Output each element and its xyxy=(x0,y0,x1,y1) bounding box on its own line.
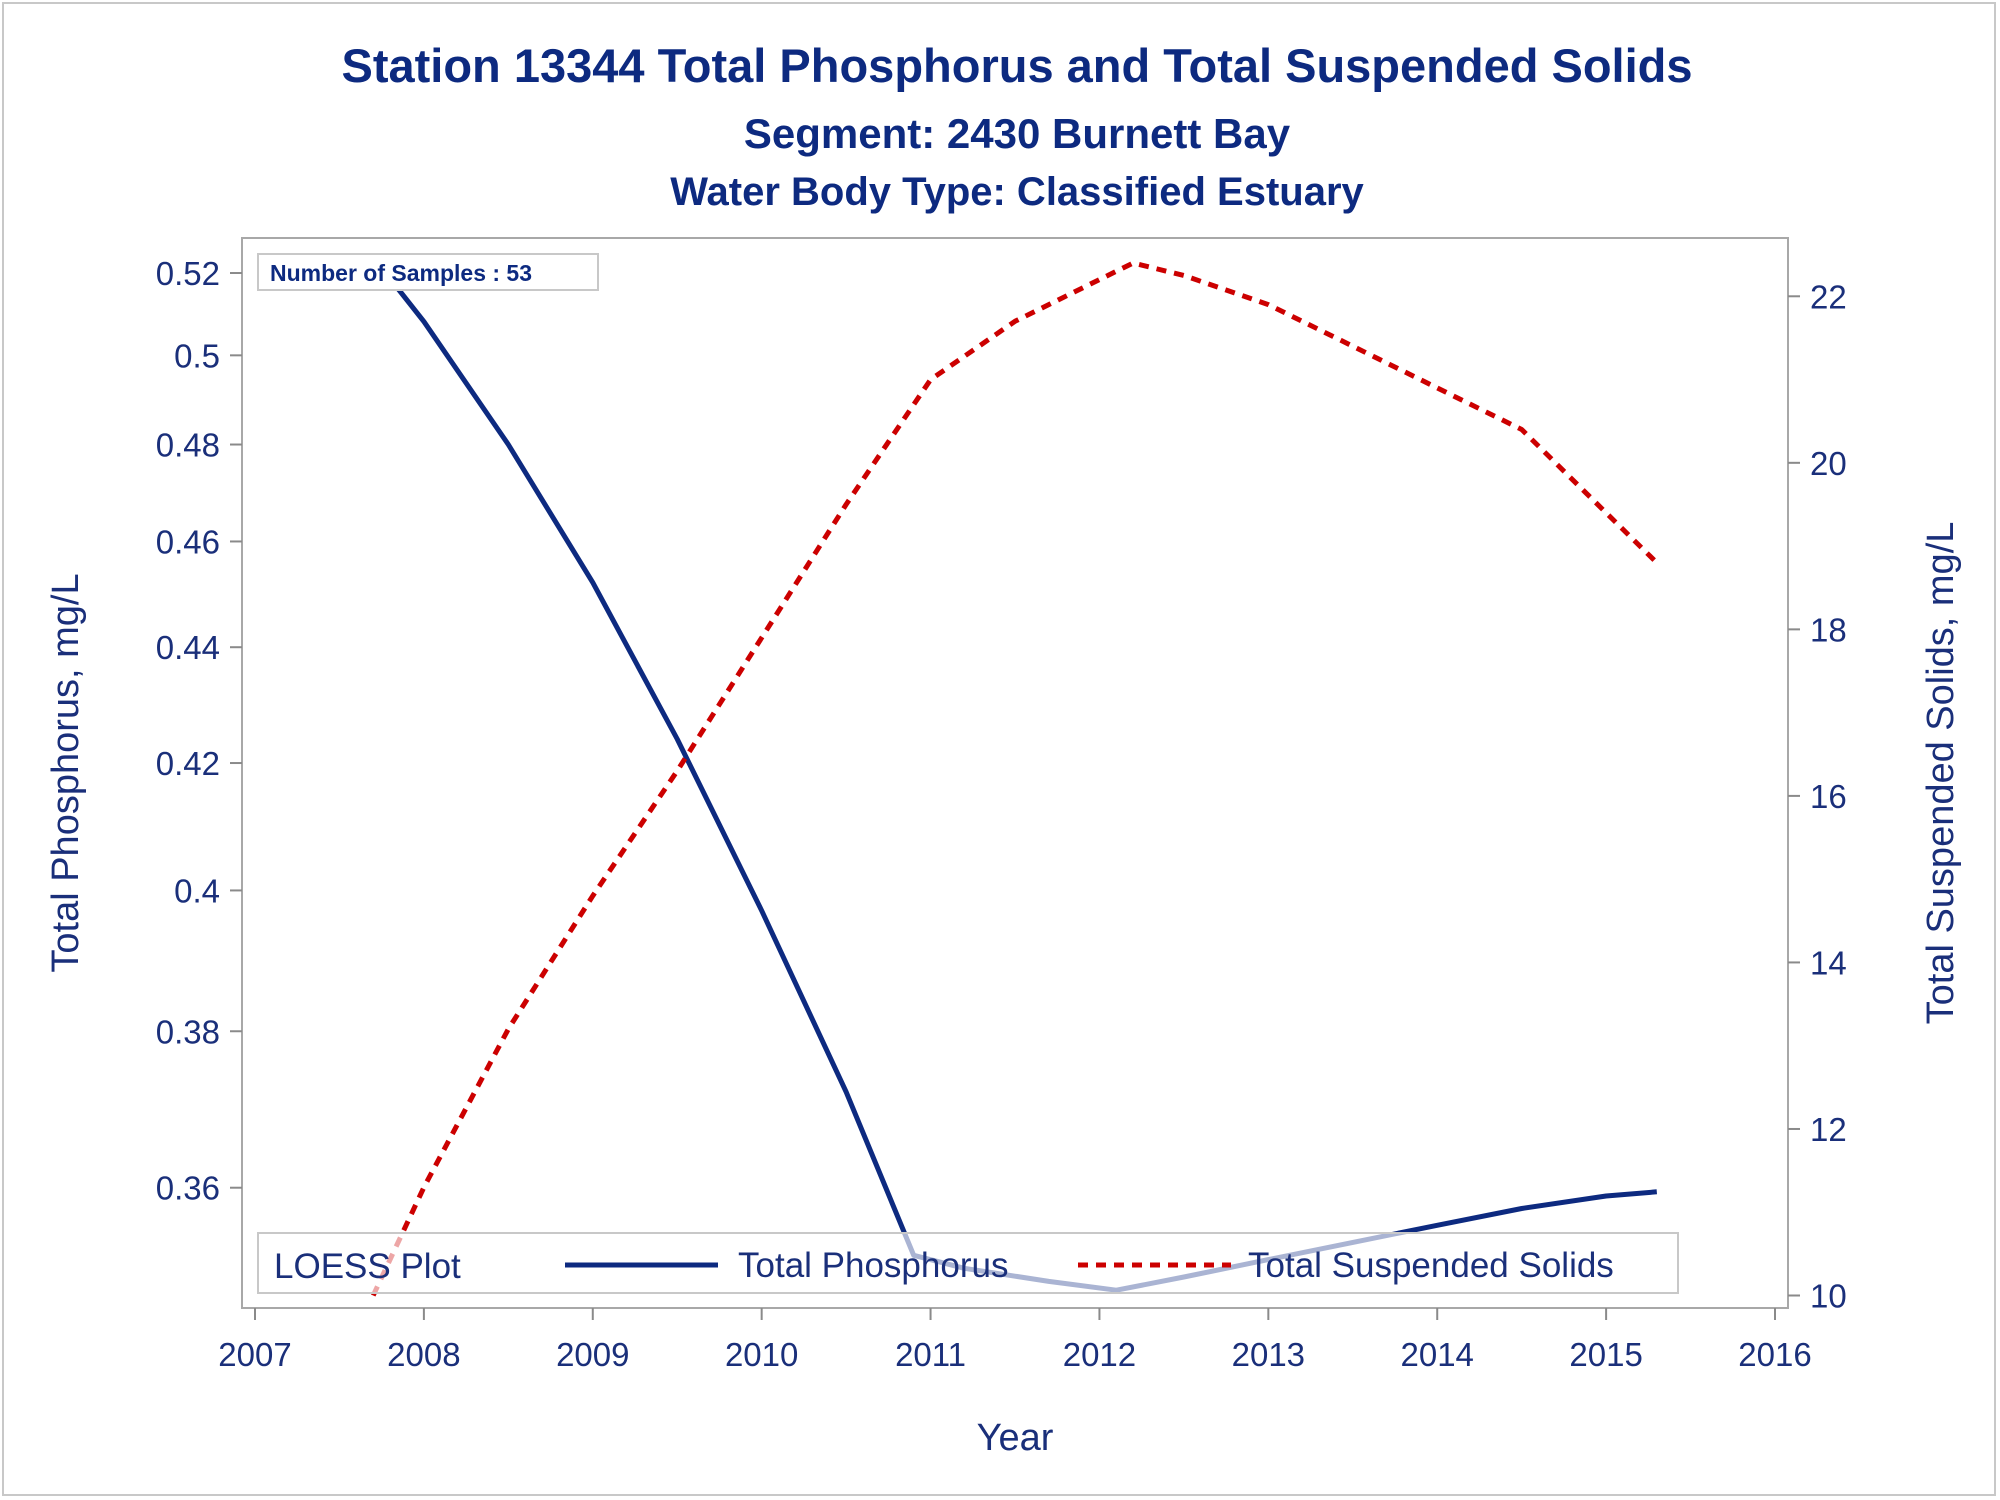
y-axis-right-label: Total Suspended Solids, mg/L xyxy=(1920,522,1962,1025)
y-left-tick-label: 0.5 xyxy=(174,337,220,374)
y-left-tick-label: 0.52 xyxy=(156,255,220,292)
x-tick-label: 2015 xyxy=(1569,1336,1642,1373)
y-right-tick-label: 22 xyxy=(1810,278,1847,315)
x-tick-label: 2010 xyxy=(725,1336,798,1373)
plot-area xyxy=(241,237,1789,1309)
legend: LOESS Plot Total Phosphorus Total Suspen… xyxy=(257,1232,1679,1294)
chart-subtitle-2: Water Body Type: Classified Estuary xyxy=(670,170,1364,214)
y-left-tick-label: 0.46 xyxy=(156,523,220,560)
legend-title: LOESS Plot xyxy=(274,1247,461,1286)
sample-count-frame xyxy=(257,253,599,291)
legend-label-suspended-solids: Total Suspended Solids xyxy=(1248,1246,1614,1285)
x-axis-label: Year xyxy=(977,1417,1054,1459)
y-left-tick-label: 0.36 xyxy=(156,1170,220,1207)
x-tick-label: 2009 xyxy=(556,1336,629,1373)
legend-frame xyxy=(257,1232,1679,1294)
x-axis: 2007 2008 2009 2010 2011 2012 2013 2014 2015 2016 xyxy=(218,1308,1812,1373)
x-tick-label: 2011 xyxy=(895,1336,966,1373)
chart-title: Station 13344 Total Phosphorus and Total… xyxy=(342,39,1693,92)
x-tick-label: 2013 xyxy=(1232,1336,1305,1373)
sample-count-box: Number of Samples : 53 xyxy=(257,253,599,291)
chart-subtitle: Segment: 2430 Burnett Bay xyxy=(744,110,1291,157)
y-left-tick-label: 0.44 xyxy=(156,629,220,666)
y-right-tick-label: 10 xyxy=(1810,1278,1847,1315)
x-tick-label: 2007 xyxy=(218,1336,291,1373)
y-axis-right: 10 12 14 16 18 20 22 xyxy=(1788,278,1847,1315)
y-left-tick-label: 0.38 xyxy=(156,1013,220,1050)
series-line-total-phosphorus xyxy=(371,255,1658,1293)
legend-label-phosphorus: Total Phosphorus xyxy=(738,1246,1008,1285)
y-right-tick-label: 16 xyxy=(1810,778,1847,815)
y-right-tick-label: 20 xyxy=(1810,445,1847,482)
y-left-tick-label: 0.42 xyxy=(156,745,220,782)
y-axis-left: 0.36 0.38 0.4 0.42 0.44 0.46 0.48 0.5 0.52 xyxy=(156,255,242,1207)
x-tick-label: 2008 xyxy=(387,1336,460,1373)
x-tick-label: 2012 xyxy=(1063,1336,1136,1373)
y-left-tick-label: 0.48 xyxy=(156,427,220,464)
x-tick-label: 2016 xyxy=(1738,1336,1811,1373)
sample-count-text: Number of Samples : 53 xyxy=(270,260,532,286)
x-tick-label: 2014 xyxy=(1401,1336,1474,1373)
y-left-tick-label: 0.4 xyxy=(174,872,220,909)
y-axis-left-label: Total Phosphorus, mg/L xyxy=(45,573,87,972)
y-right-tick-label: 14 xyxy=(1810,944,1847,981)
y-right-tick-label: 18 xyxy=(1810,611,1847,648)
series-line-total-suspended-solids xyxy=(370,260,1659,1297)
series-layer xyxy=(370,255,1659,1297)
y-right-tick-label: 12 xyxy=(1810,1111,1847,1148)
